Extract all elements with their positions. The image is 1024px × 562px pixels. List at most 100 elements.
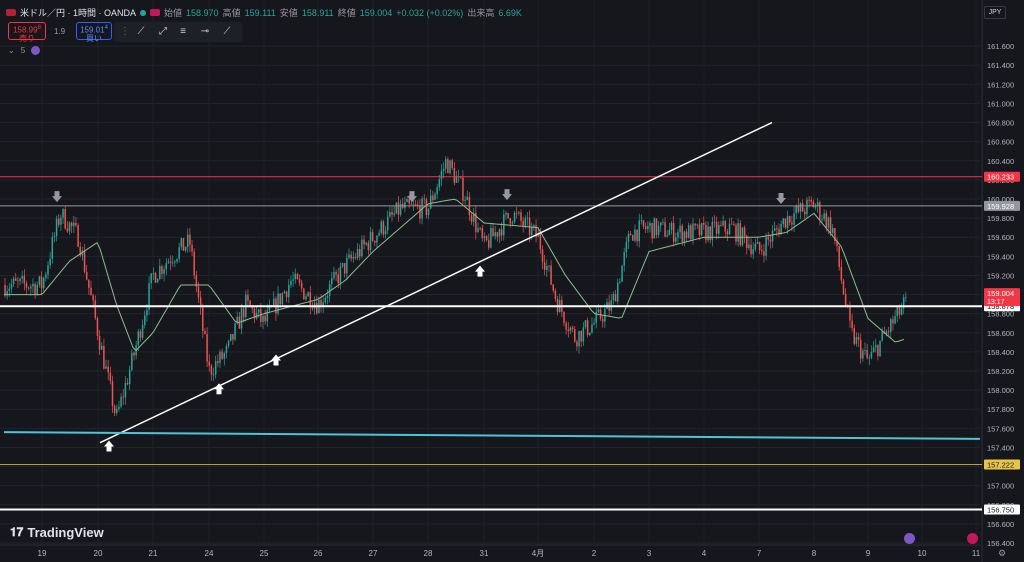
trendline-tool-icon[interactable]: ⟋: [137, 26, 145, 37]
volume-value: 6.69K: [498, 7, 522, 18]
event-flag-icon[interactable]: [967, 533, 978, 544]
candle-body: [621, 265, 623, 282]
candle-body: [397, 202, 400, 215]
collapse-chevron-icon[interactable]: ⌄: [8, 46, 15, 55]
symbol-title[interactable]: 米ドル／円 · 1時間 · OANDA: [20, 8, 137, 18]
candle-body: [399, 203, 402, 215]
candle-body: [159, 266, 161, 279]
candle-body: [791, 222, 793, 225]
horizontal-line-tool-icon[interactable]: ⊸: [200, 26, 210, 37]
candle-body: [62, 208, 64, 218]
candle-body: [75, 222, 77, 226]
candle-body: [640, 220, 643, 222]
level-tag-label: 160.233: [987, 173, 1014, 182]
drag-handle-icon[interactable]: ⋮: [120, 26, 130, 37]
candle-body: [165, 263, 167, 270]
candle-body: [292, 279, 294, 281]
candle-body: [223, 353, 226, 359]
candle-body: [264, 315, 266, 322]
candle-body: [700, 222, 703, 236]
candle-body: [524, 218, 527, 226]
candle-body: [122, 396, 124, 398]
sell-button[interactable]: 158.998 売り: [8, 22, 46, 43]
candle-body: [242, 308, 245, 318]
candle-body: [758, 242, 761, 251]
candle-body: [232, 334, 234, 340]
candle-body: [199, 297, 202, 308]
candle-body: [257, 309, 260, 313]
alert-icon[interactable]: [904, 533, 915, 544]
candle-body: [490, 227, 492, 248]
candle-body: [851, 320, 853, 329]
price-tick-label: 158.000: [987, 386, 1014, 395]
candle-body: [464, 200, 466, 201]
candle-body: [644, 226, 647, 230]
time-tick-label: 2: [592, 549, 597, 558]
candle-body: [273, 298, 275, 307]
price-tick-label: 156.400: [987, 539, 1014, 548]
candle-body: [51, 237, 54, 259]
candle-body: [838, 246, 840, 268]
ray-tool-icon[interactable]: ⤢: [159, 26, 167, 37]
candle-body: [202, 307, 204, 331]
candle-body: [81, 250, 84, 256]
candle-body: [743, 227, 746, 237]
candle-body: [204, 330, 206, 334]
candle-body: [905, 296, 907, 298]
candle-body: [305, 296, 307, 300]
candle-body: [472, 213, 475, 222]
price-tick-label: 161.000: [987, 99, 1014, 108]
candle-body: [171, 262, 174, 264]
candle-body: [432, 195, 434, 200]
candle-body: [698, 224, 701, 236]
candle-body: [853, 328, 855, 344]
indicator-icon[interactable]: [31, 46, 41, 55]
candle-body: [728, 223, 731, 235]
candle-body: [189, 234, 191, 245]
time-tick-label: 4月: [532, 549, 544, 558]
candle-body: [462, 177, 464, 201]
settings-gear-icon[interactable]: ⚙: [998, 548, 1007, 558]
candle-body: [19, 278, 21, 282]
candle-body: [690, 225, 692, 240]
price-tick-label: 159.400: [987, 252, 1014, 261]
extended-line-tool-icon[interactable]: ⟋: [223, 26, 231, 37]
time-tick-label: 8: [812, 549, 817, 558]
price-tick-label: 161.600: [987, 42, 1014, 51]
candle-body: [30, 286, 32, 289]
sell-label: 売り: [19, 33, 35, 43]
candle-body: [574, 329, 576, 342]
candle-body: [354, 256, 357, 258]
candle-body: [724, 221, 726, 232]
price-tick-label: 159.800: [987, 214, 1014, 223]
candle-body: [481, 228, 484, 239]
currency-badge[interactable]: JPY: [984, 6, 1006, 19]
candle-body: [361, 239, 363, 257]
candle-body: [266, 310, 269, 322]
candle-body: [451, 160, 453, 168]
candle-body: [40, 276, 43, 289]
fib-tool-icon[interactable]: ≡: [180, 26, 186, 37]
close-value: 159.004: [359, 7, 393, 18]
candle-body: [819, 202, 821, 220]
candle-body: [776, 228, 778, 230]
candle-body: [885, 331, 888, 334]
tradingview-mark-icon: 𝟏𝟕: [10, 525, 24, 539]
indicator-count: 5: [20, 46, 26, 55]
candle-body: [219, 351, 221, 363]
candle-body: [896, 305, 898, 317]
candle-body: [128, 370, 131, 385]
candle-body: [58, 218, 60, 225]
candle-body: [154, 272, 157, 283]
candle-body: [45, 274, 47, 279]
buy-button[interactable]: 159.014 買い: [76, 22, 112, 42]
candle-body: [771, 230, 774, 242]
candle-body: [507, 212, 509, 219]
candle-body: [842, 280, 845, 295]
candle-body: [900, 308, 903, 315]
candle-body: [163, 269, 165, 274]
candle-body: [586, 320, 589, 335]
candle-body: [799, 203, 802, 212]
candle-body: [436, 187, 438, 195]
